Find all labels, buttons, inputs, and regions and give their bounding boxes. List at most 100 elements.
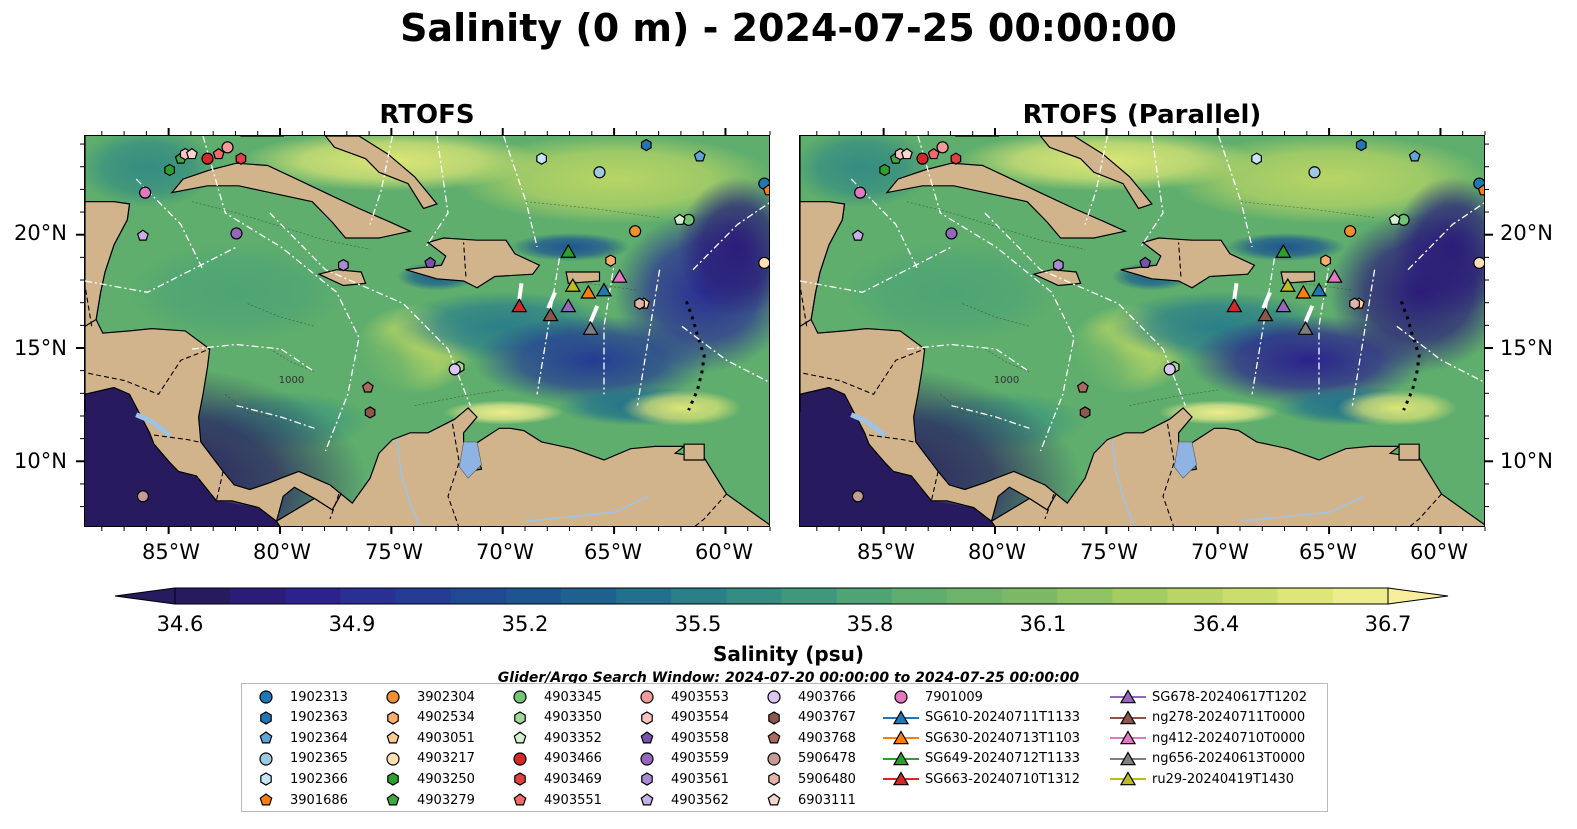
legend-hexagon-icon [387,710,399,725]
legend-label: 4903558 [671,730,729,746]
country-border [1178,242,1182,277]
country-border [1409,493,1442,526]
legend-item: 4903551 [500,790,602,810]
salinity-blob [1336,389,1457,426]
bathymetry-contour [225,394,270,418]
legend-hexagon-icon [768,710,780,725]
colorbar-extend-max [1387,587,1449,605]
legend-marker-4903554 [641,710,653,725]
legend-label: 4903466 [544,751,602,767]
legend-label: 4902534 [417,710,475,726]
glider-track [588,305,600,323]
legend-marker-7901009 [894,690,908,704]
legend-label: 1902363 [290,710,348,726]
legend-circle-icon [513,752,527,766]
legend-item: 3902304 [373,687,475,707]
legend-marker-1902313 [259,690,273,704]
marker-1902366 [536,152,547,165]
legend-marker-4903561 [641,772,653,787]
salinity-blob [1225,233,1346,262]
legend-triangle-icon [1110,689,1146,704]
country-border [1044,493,1055,520]
legend-hexagon-icon [514,772,526,787]
legend-marker-4903562 [640,793,654,806]
colorbar-segment [285,588,341,604]
lon-label-75w-left: 75°W [365,540,423,564]
glider-track [517,283,524,300]
lat-label-15n-right: 15°N [1500,336,1553,360]
legend-marker-4903051 [386,731,400,744]
legend-item: 4903466 [500,749,602,769]
marker-5906480 [1349,297,1360,310]
axis-ticks [76,128,1493,534]
lat-label-10n-right: 10°N [1500,449,1553,473]
marker-7901009 [139,186,152,199]
legend-item: SG630-20240713T1103 [881,728,1080,748]
land-yucatan [85,201,131,328]
eez-boundary [917,136,1075,452]
legend-item: SG678-20240617T1202 [1108,687,1307,707]
map-rtofs-parallel: 1000 [800,136,1484,526]
marker-ng412-20240710T0000 [611,268,628,283]
eez-boundary [1396,325,1484,383]
legend-pentagon-icon [259,731,273,744]
legend-item: 4903553 [627,687,729,707]
legend-marker-ru29-20240419T1430 [1119,771,1137,786]
legend-hexagon-icon [641,772,653,787]
map-rtofs: 1000 [85,136,769,526]
colorbar-segment [505,588,562,604]
eez-boundary [503,136,538,248]
legend-item: SG663-20240710T1312 [881,769,1080,789]
marker-4903561 [1053,258,1064,272]
marker-3901686 [762,184,769,196]
marker-4903767 [364,406,376,419]
legend-item: 4902534 [373,708,475,728]
marker-SG610-20240711T1133 [595,282,613,297]
marker-ng278-20240711T0000 [542,307,559,322]
legend-label: 4903551 [544,792,602,808]
legend-pentagon-icon [386,793,400,806]
legend-triangle-icon [1110,730,1146,745]
legend-item: 1902363 [246,708,348,728]
river [1111,439,1135,526]
country-border [153,434,199,443]
marker-4903559 [230,227,243,240]
legend-marker-4903553 [640,690,654,704]
colorbar-segment [1167,588,1224,604]
marker-4903561 [338,258,349,272]
legend-item: 4903554 [627,708,729,728]
marker-4903551 [927,147,940,160]
colorbar-tick-355: 35.5 [674,612,722,636]
legend-item: 1902313 [246,687,348,707]
panel-title-rtofs: RTOFS [379,100,475,130]
colorbar-tick-364: 36.4 [1192,612,1240,636]
legend-circle-icon [513,690,527,704]
legend-circle-icon [767,690,781,704]
legend-label: 4903250 [417,771,475,787]
river [1240,495,1364,522]
legend-marker-4903768 [767,731,781,744]
legend-marker-5906480 [768,772,780,787]
legend-marker-ng656-20240613T0000 [1119,751,1137,766]
eez-boundary [1218,136,1253,248]
legend-hexagon-icon [514,710,526,725]
legend-label: ng656-20240613T0000 [1152,751,1306,767]
marker-5906478 [136,490,150,503]
legend-item: 4903766 [754,687,856,707]
legend-hexagon-icon [768,772,780,787]
legend-label: ru29-20240419T1430 [1152,771,1295,787]
land-yucatan [800,201,846,328]
legend-label: 4903553 [671,689,729,705]
legend-marker-4903350 [514,710,526,725]
marker-1902364 [1408,150,1421,162]
colorbar-segment [1332,588,1389,604]
colorbar-segment [340,588,397,604]
colorbar-tick-358: 35.8 [846,612,894,636]
legend-label: 4903345 [544,689,602,705]
colorbar-segment [946,588,1003,604]
legend-item: 4903250 [373,769,475,789]
country-border [85,348,210,395]
eez-boundary [236,404,315,429]
legend-item: 1902364 [246,728,348,748]
river [396,439,420,526]
